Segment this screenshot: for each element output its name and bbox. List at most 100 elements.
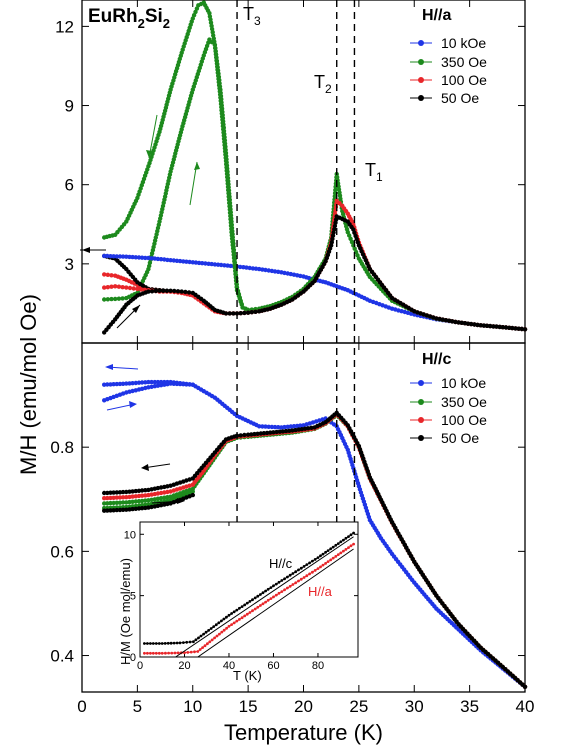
- data-point: [158, 379, 164, 385]
- green-arrow-head: [194, 162, 200, 170]
- data-point: [143, 255, 148, 261]
- data-point: [347, 535, 350, 538]
- x-tick-label: 20: [294, 697, 313, 716]
- data-point: [229, 236, 235, 241]
- data-point: [105, 297, 111, 302]
- data-point: [130, 489, 135, 494]
- data-point: [133, 494, 138, 499]
- data-point: [196, 650, 200, 653]
- data-point: [177, 258, 183, 264]
- data-point: [264, 600, 267, 604]
- data-point: [168, 288, 173, 293]
- data-point: [133, 499, 138, 504]
- data-point: [283, 577, 286, 581]
- legend-label: 100 Oe: [441, 72, 487, 88]
- data-point: [347, 233, 352, 238]
- data-point: [245, 601, 249, 605]
- data-point: [244, 265, 249, 270]
- data-point: [139, 255, 145, 260]
- data-point: [294, 581, 298, 585]
- data-point: [166, 641, 170, 645]
- data-point: [165, 257, 170, 263]
- data-point: [228, 223, 234, 228]
- data-point: [201, 646, 205, 649]
- data-point: [193, 9, 198, 15]
- data-point: [146, 379, 151, 385]
- data-point: [349, 239, 355, 245]
- x-tick-label: 40: [516, 697, 535, 716]
- data-point: [105, 490, 110, 496]
- data-point: [261, 591, 265, 595]
- data-point: [513, 326, 518, 331]
- x-tick-label: 25: [349, 697, 368, 716]
- data-point: [130, 494, 135, 499]
- data-point: [174, 258, 180, 263]
- series-50-oe: [102, 214, 528, 335]
- data-point: [207, 629, 211, 632]
- data-point: [283, 588, 286, 592]
- data-point: [130, 381, 135, 386]
- data-point: [286, 575, 289, 579]
- data-point: [111, 490, 116, 495]
- y-tick-label: 5: [130, 591, 136, 603]
- data-point: [149, 379, 154, 385]
- data-point: [253, 596, 257, 600]
- legend-item-350oe: 350 Oe: [410, 54, 487, 70]
- data-point: [222, 139, 227, 145]
- data-point: [227, 613, 231, 617]
- data-point: [143, 642, 146, 645]
- data-point: [321, 563, 325, 567]
- data-point: [179, 289, 184, 294]
- data-point: [203, 261, 208, 266]
- data-point: [274, 582, 278, 586]
- data-point: [130, 499, 135, 504]
- data-point: [294, 570, 298, 574]
- data-point: [154, 651, 158, 655]
- data-point: [291, 583, 295, 586]
- y-tick-label: 10: [124, 529, 136, 541]
- data-point: [186, 651, 190, 654]
- data-point: [271, 430, 276, 435]
- data-point: [226, 191, 231, 196]
- data-point: [227, 200, 232, 206]
- data-point: [102, 297, 107, 302]
- data-point: [154, 642, 158, 645]
- data-point: [221, 133, 226, 138]
- data-point: [109, 296, 114, 302]
- data-point: [484, 323, 490, 328]
- data-point: [503, 325, 509, 330]
- data-point: [475, 322, 480, 328]
- data-point: [269, 597, 273, 600]
- data-point: [117, 381, 123, 387]
- data-point: [111, 500, 116, 506]
- inset-series-group: [143, 531, 355, 658]
- series-h-a: [143, 542, 355, 655]
- fit-line: [175, 536, 354, 658]
- data-point: [305, 574, 309, 578]
- data-point: [249, 310, 254, 315]
- data-point: [217, 621, 221, 625]
- top-axis-ticks: 3 6 9 12: [55, 0, 526, 343]
- data-point: [109, 284, 114, 289]
- data-point: [187, 259, 192, 265]
- inset-label-h-c: H//c: [269, 556, 293, 571]
- data-point: [316, 567, 320, 570]
- data-point: [274, 429, 279, 435]
- data-point: [218, 95, 223, 100]
- data-point: [168, 379, 173, 385]
- data-point: [189, 650, 193, 654]
- data-point: [256, 594, 260, 598]
- data-point: [146, 642, 149, 645]
- data-point: [235, 619, 239, 623]
- data-point: [131, 286, 136, 291]
- data-point: [264, 589, 267, 593]
- data-point: [269, 586, 273, 589]
- data-point: [231, 311, 236, 316]
- data-point: [124, 381, 129, 386]
- data-point: [302, 576, 306, 579]
- data-point: [209, 261, 214, 267]
- data-point: [198, 648, 202, 651]
- data-point: [230, 239, 235, 245]
- data-point: [105, 501, 110, 506]
- y-tick-label: 0: [130, 652, 136, 664]
